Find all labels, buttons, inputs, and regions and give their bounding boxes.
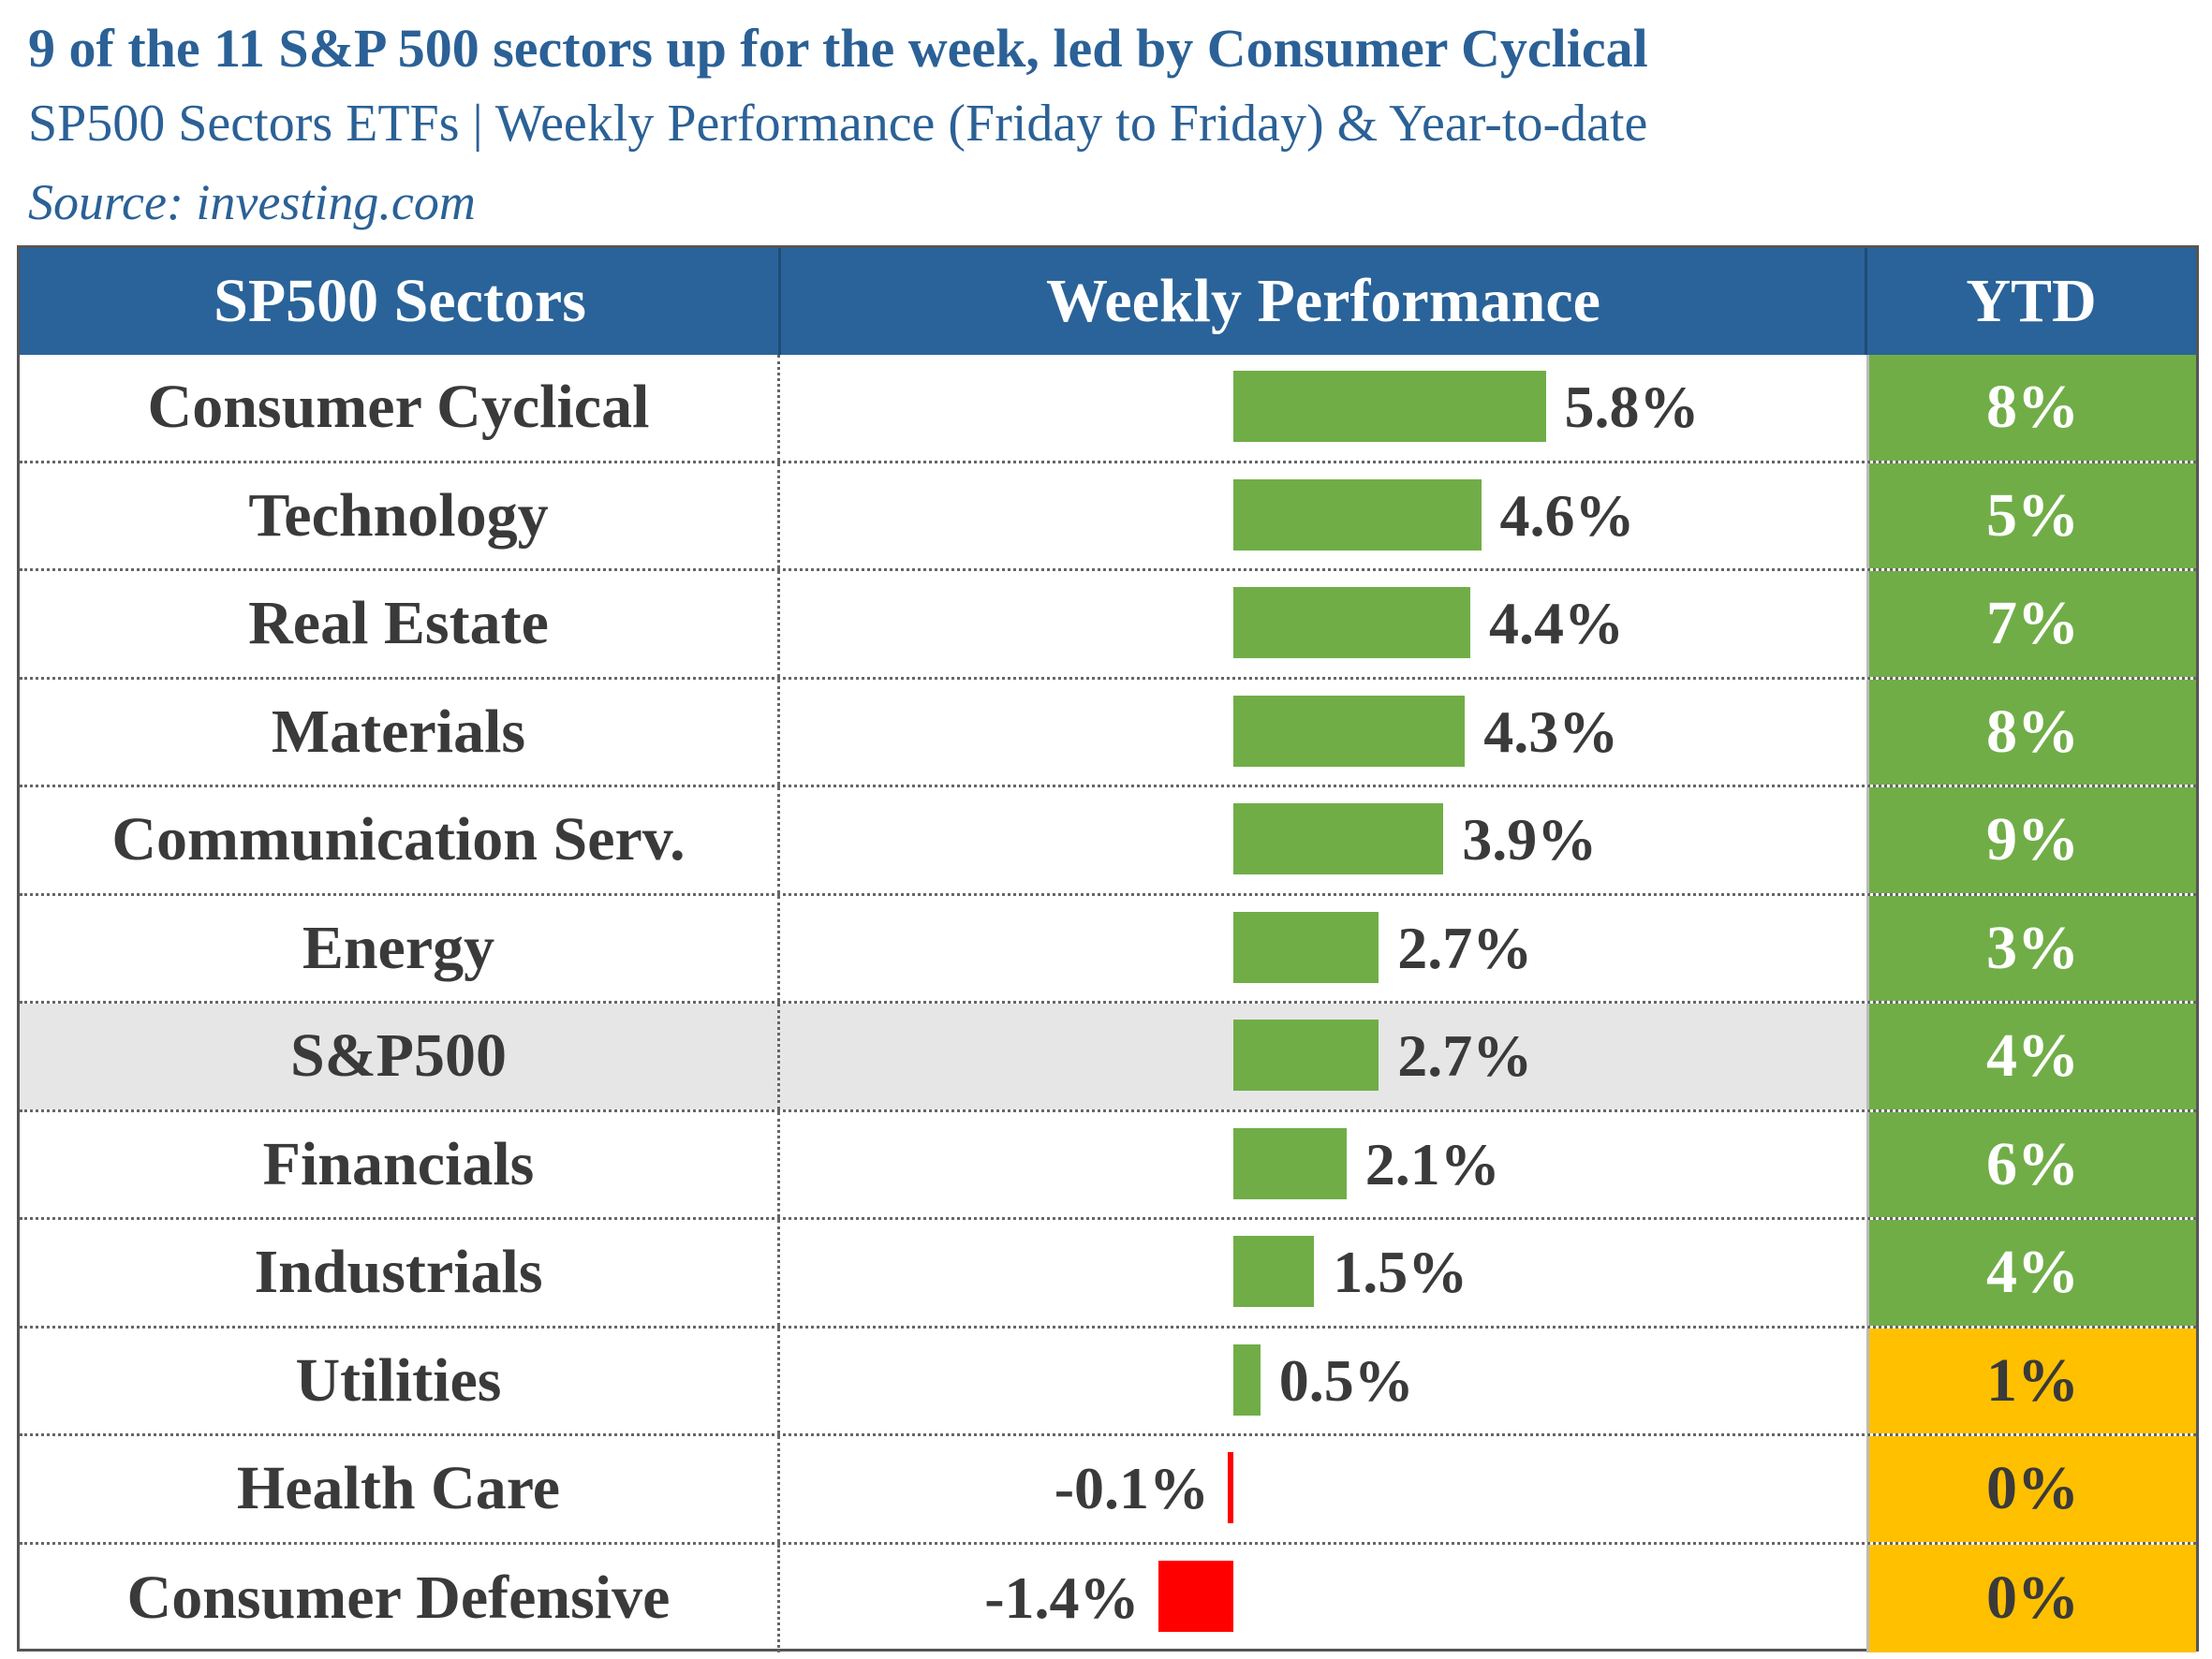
header-ytd: YTD: [1966, 267, 2097, 335]
sector-name: Technology: [20, 462, 780, 568]
table-header: SP500 Sectors Weekly Performance YTD: [20, 248, 2196, 355]
weekly-cell: 2.7%: [780, 1004, 1866, 1109]
sector-name: Financials: [20, 1111, 780, 1217]
ytd-value: 8%: [1866, 679, 2196, 785]
sector-name: Industrials: [20, 1220, 780, 1326]
header-sectors: SP500 Sectors: [214, 267, 586, 335]
sector-name: Consumer Defensive: [20, 1544, 780, 1652]
header-divider: [778, 248, 781, 355]
weekly-bar: [1233, 911, 1379, 983]
weekly-cell: 3.9%: [780, 787, 1866, 893]
table-row: Consumer Cyclical 5.8% 8%: [20, 355, 2196, 463]
weekly-value-label: 2.1%: [1364, 1130, 1500, 1197]
weekly-value-label: 4.4%: [1489, 590, 1624, 657]
sector-performance-table: SP500 Sectors Weekly Performance YTD Con…: [17, 245, 2199, 1652]
weekly-bar: [1233, 1127, 1347, 1199]
sector-name: Real Estate: [20, 571, 780, 677]
table-row: Real Estate 4.4% 7%: [20, 571, 2196, 680]
weekly-bar: [1233, 587, 1470, 658]
sector-name: Energy: [20, 895, 780, 1001]
weekly-cell: 2.7%: [780, 896, 1866, 1002]
weekly-value-label: 2.7%: [1397, 914, 1533, 981]
table-row: S&P500 2.7% 4%: [20, 1004, 2196, 1112]
chart-subtitle: SP500 Sectors ETFs | Weekly Performance …: [28, 95, 1648, 153]
weekly-cell: 5.8%: [780, 355, 1866, 461]
ytd-value: 4%: [1866, 1220, 2196, 1326]
sector-name: Consumer Cyclical: [20, 355, 780, 461]
weekly-bar: [1233, 1236, 1315, 1307]
weekly-cell: 1.5%: [780, 1220, 1866, 1326]
ytd-value: 3%: [1866, 895, 2196, 1001]
table-row: Health Care -0.1% 0%: [20, 1436, 2196, 1545]
weekly-cell: -0.1%: [780, 1436, 1866, 1542]
weekly-cell: 4.6%: [780, 463, 1866, 569]
weekly-bar: [1233, 1020, 1379, 1091]
sector-name: Utilities: [20, 1328, 780, 1433]
chart-title: 9 of the 11 S&P 500 sectors up for the w…: [28, 18, 1648, 79]
weekly-cell: 4.3%: [780, 680, 1866, 785]
header-divider: [1865, 248, 1867, 355]
ytd-value: 6%: [1866, 1111, 2196, 1217]
header-weekly-performance: Weekly Performance: [1046, 267, 1600, 335]
weekly-cell: 4.4%: [780, 571, 1866, 677]
weekly-value-label: 2.7%: [1397, 1022, 1533, 1090]
weekly-cell: 0.5%: [780, 1329, 1866, 1434]
sector-name: S&P500: [20, 1004, 780, 1109]
weekly-cell: 2.1%: [780, 1112, 1866, 1218]
weekly-bar: [1228, 1452, 1233, 1523]
weekly-value-label: -1.4%: [984, 1564, 1140, 1632]
weekly-bar: [1233, 371, 1546, 442]
table-row: Utilities 0.5% 1%: [20, 1328, 2196, 1436]
weekly-value-label: 4.3%: [1483, 697, 1619, 765]
ytd-value: 0%: [1866, 1544, 2196, 1652]
ytd-value: 9%: [1866, 787, 2196, 893]
chart-source: Source: investing.com: [28, 174, 476, 230]
ytd-value: 5%: [1866, 462, 2196, 568]
weekly-value-label: 0.5%: [1278, 1346, 1414, 1414]
ytd-value: 0%: [1866, 1436, 2196, 1542]
ytd-value: 8%: [1866, 355, 2196, 461]
weekly-value-label: 3.9%: [1462, 806, 1598, 874]
table-row: Technology 4.6% 5%: [20, 462, 2196, 571]
table-row: Financials 2.1% 6%: [20, 1111, 2196, 1220]
weekly-bar: [1158, 1560, 1233, 1632]
ytd-value: 1%: [1866, 1328, 2196, 1433]
weekly-value-label: 1.5%: [1333, 1239, 1468, 1306]
weekly-bar: [1233, 478, 1482, 551]
weekly-bar: [1233, 803, 1444, 874]
table-row: Materials 4.3% 8%: [20, 679, 2196, 787]
weekly-bar: [1233, 695, 1466, 767]
weekly-bar: [1233, 1343, 1261, 1416]
sector-name: Communication Serv.: [20, 787, 780, 893]
table-row: Communication Serv. 3.9% 9%: [20, 787, 2196, 896]
table-row: Energy 2.7% 3%: [20, 895, 2196, 1004]
table-row: Consumer Defensive -1.4% 0%: [20, 1544, 2196, 1653]
weekly-value-label: -0.1%: [1054, 1455, 1209, 1522]
weekly-value-label: 4.6%: [1499, 481, 1635, 549]
ytd-value: 7%: [1866, 571, 2196, 677]
weekly-value-label: 5.8%: [1564, 374, 1700, 441]
sector-name: Health Care: [20, 1436, 780, 1542]
weekly-cell: -1.4%: [780, 1545, 1866, 1653]
sector-name: Materials: [20, 679, 780, 785]
table-row: Industrials 1.5% 4%: [20, 1220, 2196, 1329]
ytd-value: 4%: [1866, 1004, 2196, 1109]
